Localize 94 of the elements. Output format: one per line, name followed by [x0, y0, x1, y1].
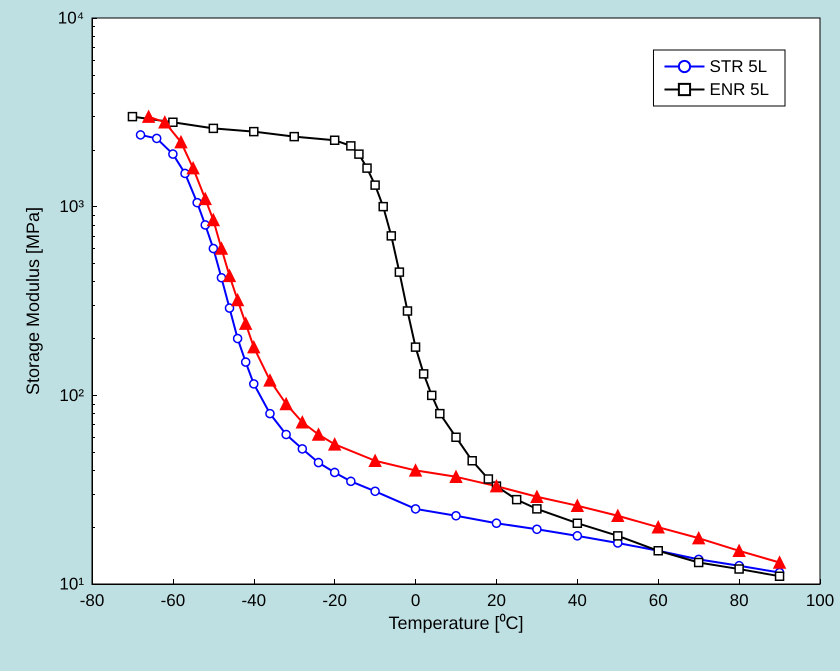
point	[409, 464, 422, 477]
point	[186, 162, 200, 174]
point	[346, 141, 356, 151]
point	[239, 317, 252, 330]
point	[734, 564, 744, 574]
legend-label: ENR 5L	[709, 80, 770, 99]
point	[330, 468, 340, 478]
x-axis-title: Temperature [⁰C]	[388, 613, 524, 633]
point	[174, 136, 188, 148]
point	[142, 110, 155, 123]
point	[248, 340, 260, 354]
point	[128, 112, 138, 122]
point	[394, 267, 404, 277]
point	[435, 408, 445, 418]
point	[223, 270, 236, 282]
point	[467, 456, 477, 466]
point	[378, 202, 388, 212]
x-tick-label: 100	[806, 591, 834, 610]
point	[281, 430, 291, 440]
x-tick-label: -40	[241, 591, 266, 610]
point	[450, 470, 462, 484]
point	[370, 180, 380, 190]
x-tick-label: 20	[486, 591, 506, 610]
y-tick-label: 10⁴	[58, 8, 84, 28]
x-tick-label: 0	[410, 591, 420, 610]
point	[216, 273, 226, 282]
point	[451, 511, 461, 520]
point	[732, 544, 746, 558]
point	[694, 558, 704, 568]
point	[426, 390, 436, 400]
x-tick-label: -80	[80, 591, 104, 610]
x-tick-label: -60	[160, 591, 186, 610]
point	[265, 408, 275, 418]
point	[207, 214, 220, 226]
point	[208, 124, 218, 134]
point	[231, 294, 244, 306]
point	[362, 163, 372, 173]
point	[613, 531, 623, 541]
point	[200, 220, 210, 230]
point	[208, 244, 218, 254]
point	[368, 454, 382, 468]
point	[289, 132, 299, 142]
point	[512, 494, 522, 504]
x-tick-label: 60	[648, 591, 668, 610]
point	[370, 486, 380, 496]
point	[451, 432, 461, 442]
legend-label: STR 5L	[709, 57, 768, 76]
point	[136, 130, 146, 140]
point	[232, 334, 242, 344]
y-axis-title: Storage Modulus [MPa]	[23, 206, 43, 396]
point	[532, 504, 542, 514]
point	[152, 134, 162, 144]
point	[280, 398, 292, 410]
point	[386, 231, 396, 241]
point	[410, 342, 420, 352]
point	[612, 510, 624, 522]
point	[298, 444, 308, 454]
point	[168, 149, 178, 159]
point	[249, 379, 259, 389]
point	[530, 490, 544, 504]
point	[402, 306, 412, 316]
x-tick-label: 40	[568, 591, 587, 610]
point	[296, 416, 309, 428]
point	[572, 531, 582, 541]
point	[264, 374, 276, 387]
point	[773, 556, 786, 569]
point	[158, 116, 172, 129]
point	[168, 118, 178, 128]
point	[410, 504, 420, 514]
point	[532, 524, 542, 534]
point	[492, 518, 502, 528]
point	[572, 518, 582, 528]
x-tick-label: -20	[322, 591, 347, 610]
point	[314, 458, 324, 468]
point	[692, 532, 705, 544]
point	[346, 476, 356, 486]
point	[312, 428, 325, 441]
point	[249, 126, 259, 136]
point	[224, 303, 234, 313]
point	[328, 438, 341, 451]
point	[240, 357, 250, 367]
y-tick-label: 10²	[59, 386, 84, 405]
point	[354, 149, 364, 159]
x-tick-label: 80	[730, 591, 749, 610]
point	[198, 192, 212, 206]
y-tick-label: 10³	[59, 197, 84, 216]
point	[484, 474, 494, 484]
point	[774, 571, 784, 581]
y-tick-label: 10¹	[59, 574, 84, 594]
point	[418, 369, 428, 379]
point	[571, 499, 584, 512]
point	[215, 242, 228, 255]
point	[330, 135, 340, 145]
point	[652, 520, 664, 534]
